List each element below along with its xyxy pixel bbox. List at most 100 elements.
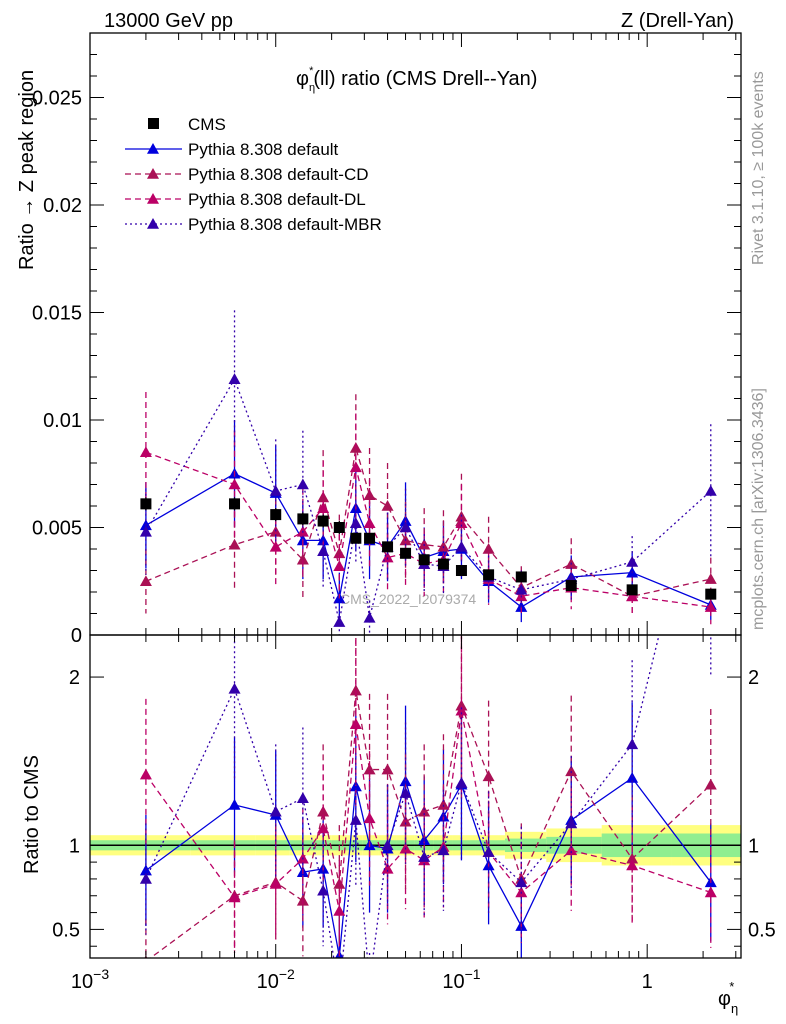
ratio-series-2-point <box>228 891 241 903</box>
ratio-series-2 <box>139 635 717 958</box>
main-y-tick-label: 0.015 <box>32 303 82 325</box>
main-series-3-point <box>626 590 639 602</box>
main-series-3-point <box>139 446 152 458</box>
main-series-0 <box>140 497 717 600</box>
main-panel: 0 0.005 0.01 0.015 0.02 0.025 <box>32 32 742 647</box>
ratio-series-1-point <box>381 763 394 775</box>
ratio-series-1-point <box>418 805 431 817</box>
main-y-tick-label: 0 <box>71 625 82 647</box>
main-series-0-point <box>297 513 309 525</box>
ratio-series-1 <box>144 635 717 958</box>
legend-item: Pythia 8.308 default-CD <box>125 165 369 184</box>
ratio-series-3-point <box>399 787 412 798</box>
legend-marker <box>148 118 159 129</box>
main-series-4-point <box>455 540 468 552</box>
main-y-tick-label: 0.025 <box>32 88 82 110</box>
main-series-2-point <box>704 573 717 584</box>
main-series-2-point <box>482 543 495 554</box>
x-tick-label: 10−1 <box>442 966 480 993</box>
main-series-0-point <box>705 588 717 600</box>
watermark: CMS_2022_I2079374 <box>340 591 476 607</box>
legend-marker <box>147 143 159 154</box>
ratio-series-3 <box>139 419 717 958</box>
chart-title-rest: (ll) ratio (CMS Drell--Yan) <box>313 68 537 90</box>
ratio-series-1-point <box>363 763 376 775</box>
legend: CMS Pythia 8.308 default Pythia 8.308 defa… <box>125 115 382 234</box>
main-series-2 <box>139 394 717 616</box>
legend-label: CMS <box>188 115 226 134</box>
ratio-series-2-point <box>381 862 394 874</box>
main-series-2-point <box>139 575 152 587</box>
main-series-4-point <box>704 484 717 496</box>
ratio-series-3-point <box>349 814 362 825</box>
legend-marker <box>147 193 159 204</box>
legend-label: Pythia 8.308 default <box>188 140 339 159</box>
main-series-0-point <box>140 498 152 510</box>
y-axis-label-main: Ratio → Z peak region <box>16 70 38 270</box>
ratio-series-2-point <box>565 844 578 856</box>
main-series-4-point <box>333 616 346 627</box>
ratio-series-1-line <box>149 690 712 958</box>
main-series-0-point <box>483 569 495 581</box>
ratio-y-tick-label: 0.5 <box>52 919 80 941</box>
main-series-3-point <box>704 601 717 612</box>
main-series-4-point <box>363 611 376 623</box>
main-series-3-point <box>269 540 282 552</box>
ratio-y-tick-label-right: 1 <box>748 835 759 857</box>
ratio-series-0-line <box>145 777 712 957</box>
main-series-0-point <box>626 584 638 596</box>
main-series-0-point <box>455 565 467 576</box>
ratio-series-2-point <box>349 718 362 729</box>
ratio-series-3-point <box>296 792 309 803</box>
main-series-4-point <box>228 373 241 384</box>
legend-label: Pythia 8.308 default-DL <box>188 190 366 209</box>
ratio-series-1-point <box>565 765 578 777</box>
ratio-series-3-point <box>455 777 468 788</box>
main-y-tick-label: 0.01 <box>43 410 82 432</box>
ratio-series-3-point <box>437 844 450 856</box>
ratio-y-tick-label: 1 <box>69 835 80 857</box>
main-series-3-point <box>349 461 362 473</box>
ratio-series-0-point <box>399 775 412 787</box>
x-tick-exponent: −1 <box>465 966 481 982</box>
legend-item: CMS <box>148 115 226 134</box>
x-axis-label: φη* <box>718 979 738 1016</box>
main-series-4-point <box>269 484 282 496</box>
ratio-series-2-point <box>455 704 468 716</box>
main-series-3-point <box>363 517 376 528</box>
legend-label: Pythia 8.308 default-MBR <box>188 215 382 234</box>
main-series-0-point <box>229 498 241 510</box>
y-axis-label-ratio: Ratio to CMS <box>21 755 43 874</box>
ratio-series-3-point <box>317 884 330 896</box>
main-y-tick-label: 0.005 <box>32 518 82 540</box>
ratio-y-tick-label-right: 2 <box>748 667 759 689</box>
ratio-series-3-point <box>565 817 578 829</box>
mcplots-label: mcplots.cern.ch [arXiv:1306.3436] <box>750 388 767 630</box>
main-series-4-point <box>317 545 330 556</box>
header-right: Z (Drell-Yan) <box>621 10 734 32</box>
ratio-series-3-point <box>705 419 717 430</box>
main-series-0-point <box>418 554 430 566</box>
ratio-frame <box>89 634 742 959</box>
ratio-series-1-point <box>704 778 717 790</box>
rivet-label: Rivet 3.1.10, ≥ 100k events <box>750 71 767 265</box>
main-series-4 <box>139 310 717 635</box>
ratio-series-2-point <box>317 822 330 834</box>
main-series-4-point <box>515 583 528 595</box>
main-series-4-point <box>296 478 309 490</box>
main-series-0-point <box>437 558 449 570</box>
main-series-3-point <box>455 517 468 528</box>
ratio-series-3-point <box>269 805 282 817</box>
main-series-0-point <box>515 571 527 583</box>
main-series-3-point <box>228 478 241 490</box>
main-series-0-point <box>317 515 329 527</box>
x-tick-label: 10−2 <box>257 966 295 993</box>
main-series-0-point <box>364 532 376 544</box>
legend-marker <box>147 168 159 179</box>
ratio-series-0-point <box>228 798 241 810</box>
legend-item: Pythia 8.308 default-MBR <box>125 215 382 234</box>
legend-label: Pythia 8.308 default-CD <box>188 165 369 184</box>
legend-marker <box>147 218 159 229</box>
ratio-series-1-point <box>482 770 495 782</box>
ratio-series-3-point <box>515 876 528 888</box>
